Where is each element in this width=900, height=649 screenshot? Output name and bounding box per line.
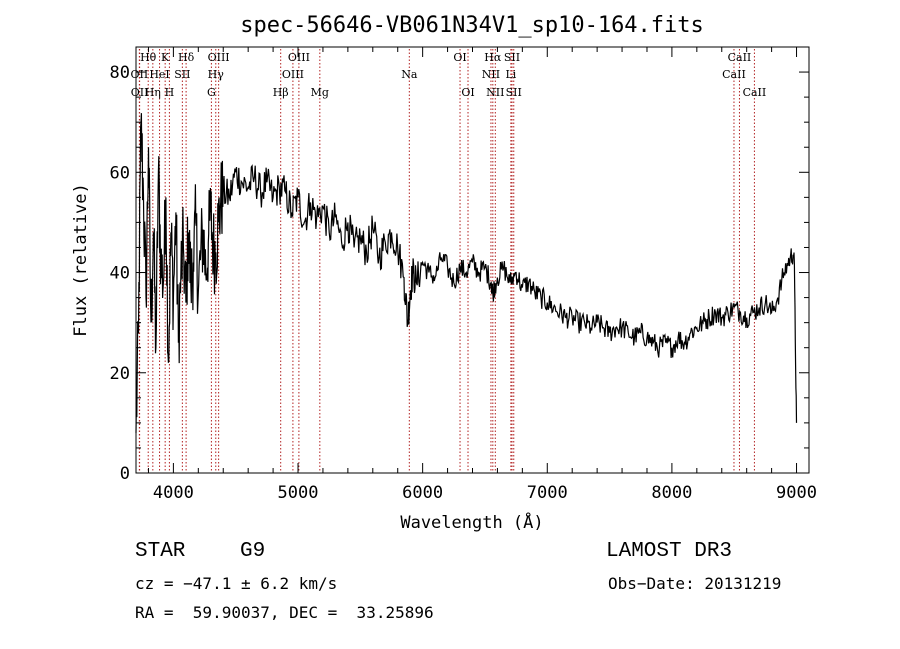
spectral-line-label: G	[207, 86, 216, 99]
spectral-line-label: H	[165, 86, 175, 99]
y-tick-label: 60	[110, 163, 130, 183]
y-axis-label: Flux (relative)	[71, 183, 91, 337]
y-tick-label: 40	[110, 264, 130, 284]
x-tick-label: 8000	[651, 483, 692, 503]
spectral-line-label: Hγ	[208, 68, 225, 81]
spectral-line-markers	[138, 49, 755, 473]
x-tick-label: 5000	[278, 483, 319, 503]
x-tick-label: 7000	[527, 483, 568, 503]
spectral-line-labels: Hθ OII OII K HeI Hη Hδ SII H OIII Hγ G OIII OIII Hβ Mg N…	[131, 51, 767, 99]
spectral-line-label: OI	[461, 86, 474, 99]
spectral-line-label: CaII	[743, 86, 767, 99]
y-tick-label: 80	[110, 63, 130, 83]
observation-date: Obs−Date: 20131219	[608, 574, 782, 593]
spectral-line-label: Hη	[145, 86, 161, 99]
spectral-line-label: OIII	[288, 51, 310, 64]
spectral-line-label: HeI	[149, 68, 169, 81]
spectral-line-label: OIII	[282, 68, 304, 81]
spectral-line-label: K	[161, 51, 170, 64]
spectrum-chart: spec-56646-VB061N34V1_sp10-164.fits Hθ OI…	[71, 13, 817, 533]
spectral-line-label: OIII	[208, 51, 230, 64]
spectral-line-label: Hθ	[140, 51, 157, 64]
spectral-line-label: SII	[174, 68, 190, 81]
survey-name: LAMOST DR3	[606, 540, 733, 563]
axis-ticks: 4000 5000 6000 7000 8000 9000 0 20 40 60 80	[110, 47, 817, 503]
spectral-line-label: Hδ	[178, 51, 195, 64]
y-tick-label: 0	[120, 464, 130, 484]
spectral-line-label: CaII	[722, 68, 746, 81]
spectral-line-label: OII	[131, 68, 149, 81]
spectral-line-label: CaII	[728, 51, 752, 64]
spectral-line-label: Hα	[484, 51, 502, 64]
spectral-line-label: Li	[505, 68, 516, 81]
y-tick-label: 20	[110, 364, 130, 384]
spectral-line-label: OII	[131, 86, 149, 99]
spectrum-series-line	[135, 113, 798, 433]
coordinates: RA = 59.90037, DEC = 33.25896	[135, 603, 434, 622]
x-tick-label: 9000	[776, 483, 817, 503]
spectral-line-label: Hβ	[273, 86, 289, 99]
x-tick-label: 4000	[153, 483, 194, 503]
chart-title: spec-56646-VB061N34V1_sp10-164.fits	[240, 13, 704, 38]
spectral-line-label: NII	[486, 86, 504, 99]
x-axis-label: Wavelength (Å)	[400, 511, 543, 533]
spectral-line-label: SII	[506, 86, 522, 99]
spectral-line-label: OI	[453, 51, 466, 64]
spectral-line-label: NII	[482, 68, 500, 81]
object-subclass: G9	[240, 540, 266, 563]
spectral-line-label: Na	[401, 68, 418, 81]
object-type: STAR	[135, 540, 186, 563]
spectral-line-label: Mg	[311, 86, 329, 99]
redshift-cz: cz = −47.1 ± 6.2 km/s	[135, 574, 338, 593]
x-tick-label: 6000	[402, 483, 443, 503]
spectral-line-label: SII	[504, 51, 520, 64]
